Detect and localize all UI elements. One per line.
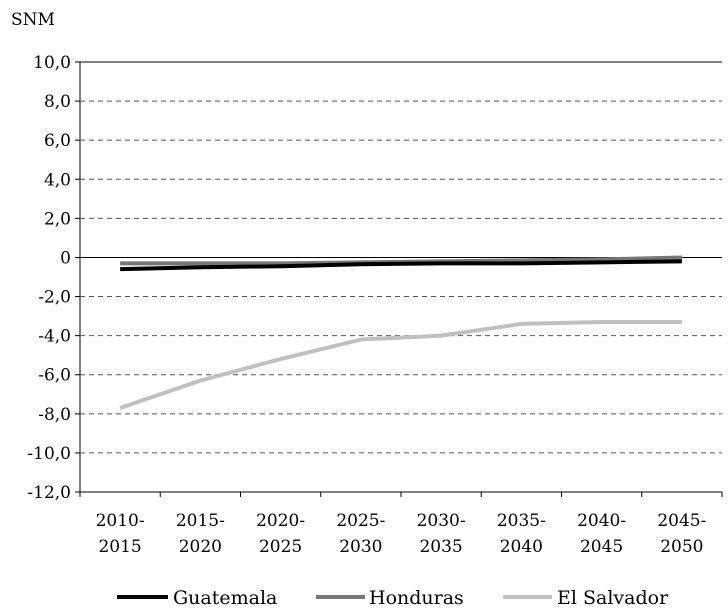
y-tick-label: 0 [60,248,71,268]
series-line-guatemala [120,259,682,272]
legend-label: Guatemala [173,587,277,609]
series-line-el-salvador [119,319,682,410]
unit-label: SNM [11,10,55,30]
y-tick-label: 2,0 [44,209,71,229]
y-axis-ticks: 10,0 8,0 6,0 4,0 2,0 0 -2,0 -4,0 -6,0 -8,0 -10,0 -1… [27,53,80,503]
legend-label: El Salvador [557,587,669,609]
y-tick-label: 6,0 [44,131,71,151]
legend-label: Honduras [369,587,464,609]
y-tick-label: -6,0 [38,366,71,386]
legend: Guatemala Honduras El Salvador [117,587,669,609]
x-tick-label: 2015-2020 [176,511,225,557]
gridlines [79,61,722,493]
legend-item: Honduras [316,587,464,609]
x-tick-label: 2020-2025 [256,511,305,557]
y-tick-label: 4,0 [44,170,71,190]
x-tick-label: 2030-2035 [417,511,466,557]
y-tick-label: -12,0 [27,483,71,503]
y-tick-label: -4,0 [38,327,71,347]
x-tick-label: 2010-2015 [96,511,145,557]
x-axis-ticks: 2010-2015 2015-2020 2020-2025 2025-2030 2030… [79,492,723,557]
y-tick-label: -10,0 [27,444,71,464]
y-tick-label: 8,0 [44,92,71,112]
y-tick-label: -8,0 [38,405,71,425]
series-lines [119,255,682,410]
legend-item: Guatemala [117,587,277,609]
x-tick-label: 2040-2045 [577,511,626,557]
y-tick-label: -2,0 [38,288,71,308]
legend-item: El Salvador [503,587,669,609]
x-tick-label: 2025-2030 [336,511,385,557]
y-tick-label: 10,0 [33,53,71,73]
x-tick-label: 2045-2050 [657,511,706,557]
x-tick-label: 2035-2040 [497,511,546,557]
